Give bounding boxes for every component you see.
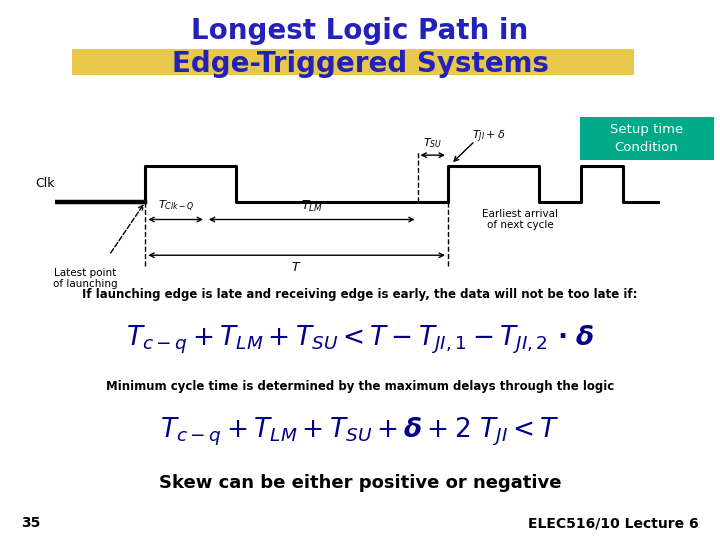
Text: $T_{LM}$: $T_{LM}$ [301,199,323,214]
Text: $T_{c-q} + T_{LM} + T_{SU} + \boldsymbol{\delta} + 2\ T_{JI} < T$: $T_{c-q} + T_{LM} + T_{SU} + \boldsymbol… [161,416,559,448]
Text: ELEC516/10 Lecture 6: ELEC516/10 Lecture 6 [528,516,698,530]
Text: $T_{JI} + \delta$: $T_{JI} + \delta$ [472,129,505,145]
Text: Clk: Clk [35,177,55,190]
Text: $T_{c-q} + T_{LM} + T_{SU} < T - T_{JI,1} - T_{JI,2}\ \mathbf{\cdot}\ \boldsymbo: $T_{c-q} + T_{LM} + T_{SU} < T - T_{JI,1… [126,324,594,356]
Text: 35: 35 [22,516,41,530]
Text: Skew can be either positive or negative: Skew can be either positive or negative [158,474,562,492]
Text: Edge-Triggered Systems: Edge-Triggered Systems [171,50,549,78]
Text: Minimum cycle time is determined by the maximum delays through the logic: Minimum cycle time is determined by the … [106,380,614,393]
Text: $T_{Clk-Q}$: $T_{Clk-Q}$ [158,199,194,214]
Text: Longest Logic Path in: Longest Logic Path in [192,17,528,45]
Text: Earliest arrival
of next cycle: Earliest arrival of next cycle [482,208,559,230]
Text: Setup time
Condition: Setup time Condition [610,123,683,154]
Text: $T_{SU}$: $T_{SU}$ [423,136,442,150]
Text: Latest point
of launching: Latest point of launching [53,268,117,289]
Text: $T$: $T$ [292,261,302,274]
Text: If launching edge is late and receiving edge is early, the data will not be too : If launching edge is late and receiving … [82,288,638,301]
